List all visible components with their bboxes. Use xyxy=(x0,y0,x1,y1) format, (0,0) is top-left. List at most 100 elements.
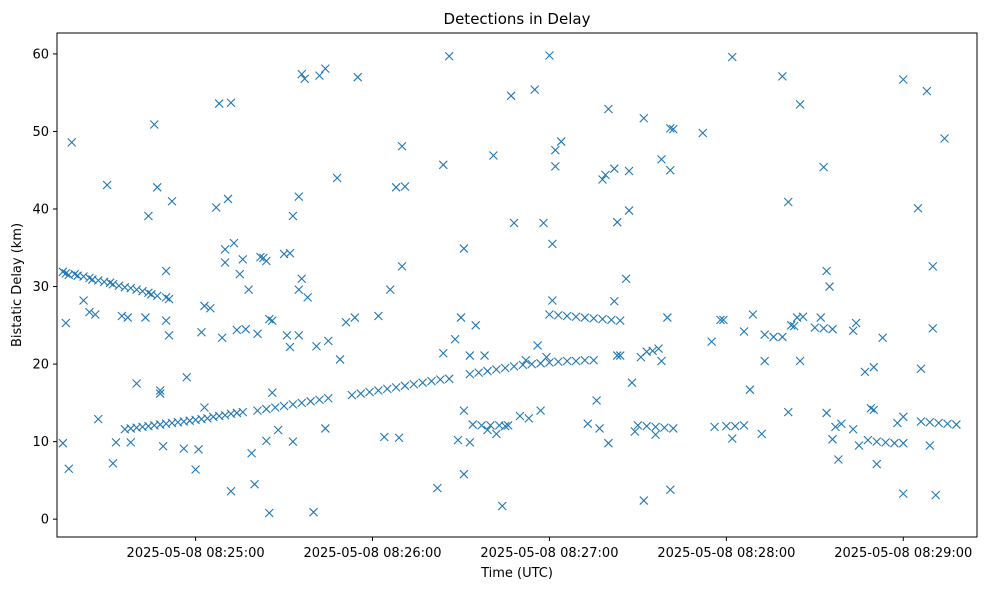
data-point xyxy=(117,311,127,321)
data-point xyxy=(783,197,793,207)
data-point xyxy=(621,274,631,284)
data-point xyxy=(459,406,469,416)
data-point xyxy=(465,369,475,379)
data-point xyxy=(264,314,274,324)
data-point xyxy=(898,75,908,84)
data-point xyxy=(716,315,725,325)
data-point xyxy=(633,420,643,430)
data-point xyxy=(102,180,112,190)
data-point xyxy=(261,436,271,446)
y-tick-label: 50 xyxy=(32,125,49,140)
data-point xyxy=(353,72,363,82)
data-point xyxy=(624,166,634,176)
data-point xyxy=(114,281,124,291)
data-point xyxy=(545,51,554,60)
data-point xyxy=(624,206,634,215)
data-point xyxy=(382,384,392,394)
data-point xyxy=(615,316,625,326)
data-point xyxy=(400,381,410,391)
data-point xyxy=(332,173,342,183)
data-point xyxy=(940,134,949,143)
data-points xyxy=(58,51,961,518)
data-point xyxy=(235,269,245,279)
data-point xyxy=(397,141,407,151)
data-point xyxy=(898,438,908,448)
data-point xyxy=(739,420,749,430)
data-point xyxy=(90,310,100,319)
data-point xyxy=(547,239,557,249)
data-point xyxy=(545,358,554,367)
data-point xyxy=(247,448,257,458)
data-point xyxy=(509,218,519,228)
data-point xyxy=(777,332,787,342)
data-point xyxy=(872,437,882,447)
data-point xyxy=(232,325,242,335)
data-point xyxy=(719,315,728,325)
data-point xyxy=(158,441,168,451)
data-point xyxy=(105,278,115,288)
data-point xyxy=(819,324,829,333)
data-point xyxy=(630,427,640,436)
data-point xyxy=(123,313,133,322)
data-point xyxy=(315,71,324,81)
data-point xyxy=(108,279,118,289)
data-point xyxy=(167,196,177,206)
data-point xyxy=(721,421,731,431)
data-point xyxy=(545,310,554,319)
data-point xyxy=(925,417,935,427)
data-point xyxy=(61,268,71,278)
data-point xyxy=(851,318,861,328)
data-point xyxy=(612,351,622,360)
data-point xyxy=(226,486,236,496)
data-point xyxy=(612,217,622,227)
data-point xyxy=(85,307,94,317)
data-point xyxy=(497,501,507,511)
data-point xyxy=(126,438,136,447)
data-point xyxy=(480,351,489,360)
data-point xyxy=(928,324,938,333)
data-point xyxy=(155,386,165,395)
data-point xyxy=(217,333,227,343)
y-tick-label: 0 xyxy=(41,513,49,528)
data-point xyxy=(256,252,265,262)
data-point xyxy=(500,363,510,373)
data-point xyxy=(748,310,758,319)
data-point xyxy=(465,438,475,447)
data-point xyxy=(580,313,590,322)
data-point xyxy=(309,507,318,517)
data-point xyxy=(598,175,607,184)
data-point xyxy=(604,104,613,114)
y-tick-label: 30 xyxy=(32,280,49,295)
data-point xyxy=(639,113,649,123)
data-point xyxy=(400,182,410,191)
data-point xyxy=(609,164,619,174)
data-point xyxy=(500,421,510,431)
data-point xyxy=(244,285,254,295)
data-point xyxy=(662,313,672,322)
data-point xyxy=(200,301,209,311)
data-point xyxy=(303,293,313,302)
data-point xyxy=(822,408,832,418)
data-point xyxy=(261,404,271,414)
data-point xyxy=(444,51,454,61)
data-point xyxy=(665,165,675,175)
data-point xyxy=(471,320,481,330)
data-point xyxy=(786,320,796,330)
data-point xyxy=(506,91,516,101)
data-point xyxy=(539,218,548,228)
data-point xyxy=(132,285,142,295)
data-point xyxy=(164,331,174,340)
data-point xyxy=(825,282,834,291)
data-point xyxy=(627,378,637,388)
data-point xyxy=(553,357,563,367)
data-point xyxy=(194,444,203,454)
data-point xyxy=(553,310,563,320)
x-tick-label: 2025-05-08 08:28:00 xyxy=(657,546,795,561)
data-point xyxy=(550,145,560,155)
data-point xyxy=(391,382,401,392)
y-axis-title: Bistatic Delay (km) xyxy=(10,223,25,347)
data-point xyxy=(660,423,669,433)
data-point xyxy=(542,352,551,362)
data-point xyxy=(810,323,820,333)
data-point xyxy=(518,360,528,370)
